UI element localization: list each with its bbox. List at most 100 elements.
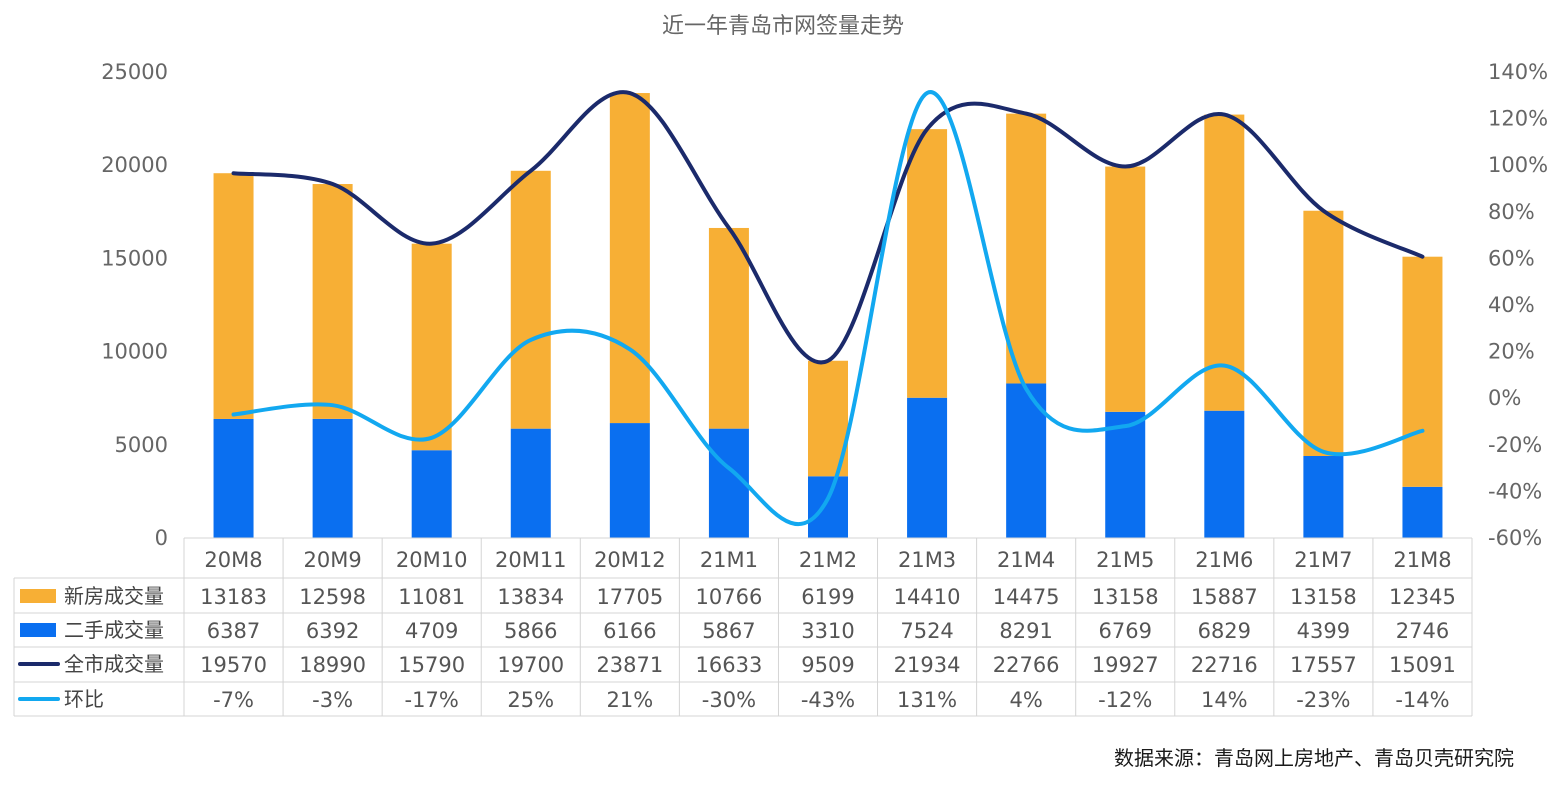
legend-label: 环比 <box>64 687 104 711</box>
data-label: 15790 <box>398 653 465 677</box>
data-label: 13158 <box>1290 585 1357 609</box>
bar-secondhand <box>609 423 650 538</box>
chart-title: 近一年青岛市网签量走势 <box>661 14 904 39</box>
x-tick-label: 20M8 <box>204 548 262 572</box>
x-tick-label: 21M3 <box>898 548 956 572</box>
data-label: 14410 <box>894 585 961 609</box>
bar-newhouse <box>609 93 650 424</box>
data-label: 5866 <box>504 619 557 643</box>
data-label: 23871 <box>596 653 663 677</box>
y2-tick-label: 140% <box>1488 60 1548 84</box>
data-label: -23% <box>1296 688 1350 712</box>
data-label: 13834 <box>497 585 564 609</box>
data-label: 11081 <box>398 585 465 609</box>
data-label: 10766 <box>696 585 763 609</box>
x-tick-label: 21M1 <box>700 548 758 572</box>
data-label: 8291 <box>999 619 1052 643</box>
bar-secondhand <box>708 428 749 538</box>
data-label: -7% <box>213 688 254 712</box>
bar-newhouse <box>1402 256 1443 487</box>
data-label: -12% <box>1098 688 1152 712</box>
data-label: 17705 <box>596 585 663 609</box>
bar-secondhand <box>312 418 353 538</box>
legend-key <box>20 589 56 603</box>
data-label: 6166 <box>603 619 656 643</box>
data-label: 6829 <box>1198 619 1251 643</box>
data-label: 6199 <box>801 585 854 609</box>
bar-newhouse <box>411 243 452 451</box>
x-tick-label: 20M11 <box>495 548 567 572</box>
legend-label: 二手成交量 <box>64 618 164 642</box>
y2-tick-label: -60% <box>1488 526 1542 550</box>
bar-newhouse <box>1006 113 1047 384</box>
y2-tick-label: 40% <box>1488 293 1535 317</box>
data-label: 25% <box>507 688 554 712</box>
data-label: 13183 <box>200 585 267 609</box>
legend-label: 全市成交量 <box>64 652 164 676</box>
y-tick-label: 25000 <box>101 60 168 84</box>
data-label: 21934 <box>894 653 961 677</box>
y2-tick-label: 100% <box>1488 153 1548 177</box>
data-label: 22716 <box>1191 653 1258 677</box>
line-mom <box>231 90 1425 527</box>
data-label: -17% <box>405 688 459 712</box>
legend-label: 新房成交量 <box>64 584 164 608</box>
bar-secondhand <box>1402 486 1443 538</box>
x-tick-label: 21M5 <box>1096 548 1154 572</box>
data-label: 4399 <box>1297 619 1350 643</box>
bar-newhouse <box>1204 114 1245 411</box>
x-tick-label: 21M8 <box>1393 548 1451 572</box>
data-label: 15887 <box>1191 585 1258 609</box>
data-label: 19570 <box>200 653 267 677</box>
x-tick-label: 21M7 <box>1294 548 1352 572</box>
data-label: -3% <box>312 688 353 712</box>
data-label: 14475 <box>993 585 1060 609</box>
y-tick-label: 20000 <box>101 153 168 177</box>
bar-secondhand <box>1105 411 1146 538</box>
data-label: 4709 <box>405 619 458 643</box>
line-total <box>231 90 1425 365</box>
y-tick-label: 15000 <box>101 246 168 270</box>
y2-tick-label: 20% <box>1488 340 1535 364</box>
data-label: 22766 <box>993 653 1060 677</box>
y2-tick-label: 80% <box>1488 200 1535 224</box>
data-label: -43% <box>801 688 855 712</box>
y2-tick-label: -20% <box>1488 433 1542 457</box>
x-tick-label: 20M12 <box>594 548 666 572</box>
data-label: 4% <box>1009 688 1042 712</box>
x-tick-label: 20M10 <box>396 548 468 572</box>
data-label: -30% <box>702 688 756 712</box>
x-tick-label: 20M9 <box>304 548 362 572</box>
bar-newhouse <box>1105 166 1146 412</box>
y2-tick-label: 60% <box>1488 246 1535 270</box>
data-label: 14% <box>1201 688 1248 712</box>
data-label: 12345 <box>1389 585 1456 609</box>
y2-tick-label: 0% <box>1488 386 1521 410</box>
data-label: 2746 <box>1396 619 1449 643</box>
bar-secondhand <box>808 476 848 538</box>
bar-newhouse <box>1303 210 1344 457</box>
bar-newhouse <box>213 173 254 419</box>
x-tick-label: 21M4 <box>997 548 1055 572</box>
data-label: 17557 <box>1290 653 1357 677</box>
data-label: 16633 <box>696 653 763 677</box>
data-label: 21% <box>607 688 654 712</box>
data-label: 19927 <box>1092 653 1159 677</box>
bar-secondhand <box>510 428 551 538</box>
data-label: 12598 <box>299 585 366 609</box>
data-label: 13158 <box>1092 585 1159 609</box>
bar-secondhand <box>1303 456 1344 538</box>
bar-newhouse <box>510 170 551 429</box>
legend-key <box>20 623 56 637</box>
y2-tick-label: 120% <box>1488 107 1548 131</box>
y-tick-label: 5000 <box>115 433 168 457</box>
x-tick-label: 21M6 <box>1195 548 1253 572</box>
data-label: 15091 <box>1389 653 1456 677</box>
data-label: 131% <box>897 688 957 712</box>
data-label: 9509 <box>801 653 854 677</box>
data-label: 3310 <box>801 619 854 643</box>
bar-secondhand <box>907 397 948 538</box>
data-label: 6387 <box>207 619 260 643</box>
y-tick-label: 10000 <box>101 340 168 364</box>
